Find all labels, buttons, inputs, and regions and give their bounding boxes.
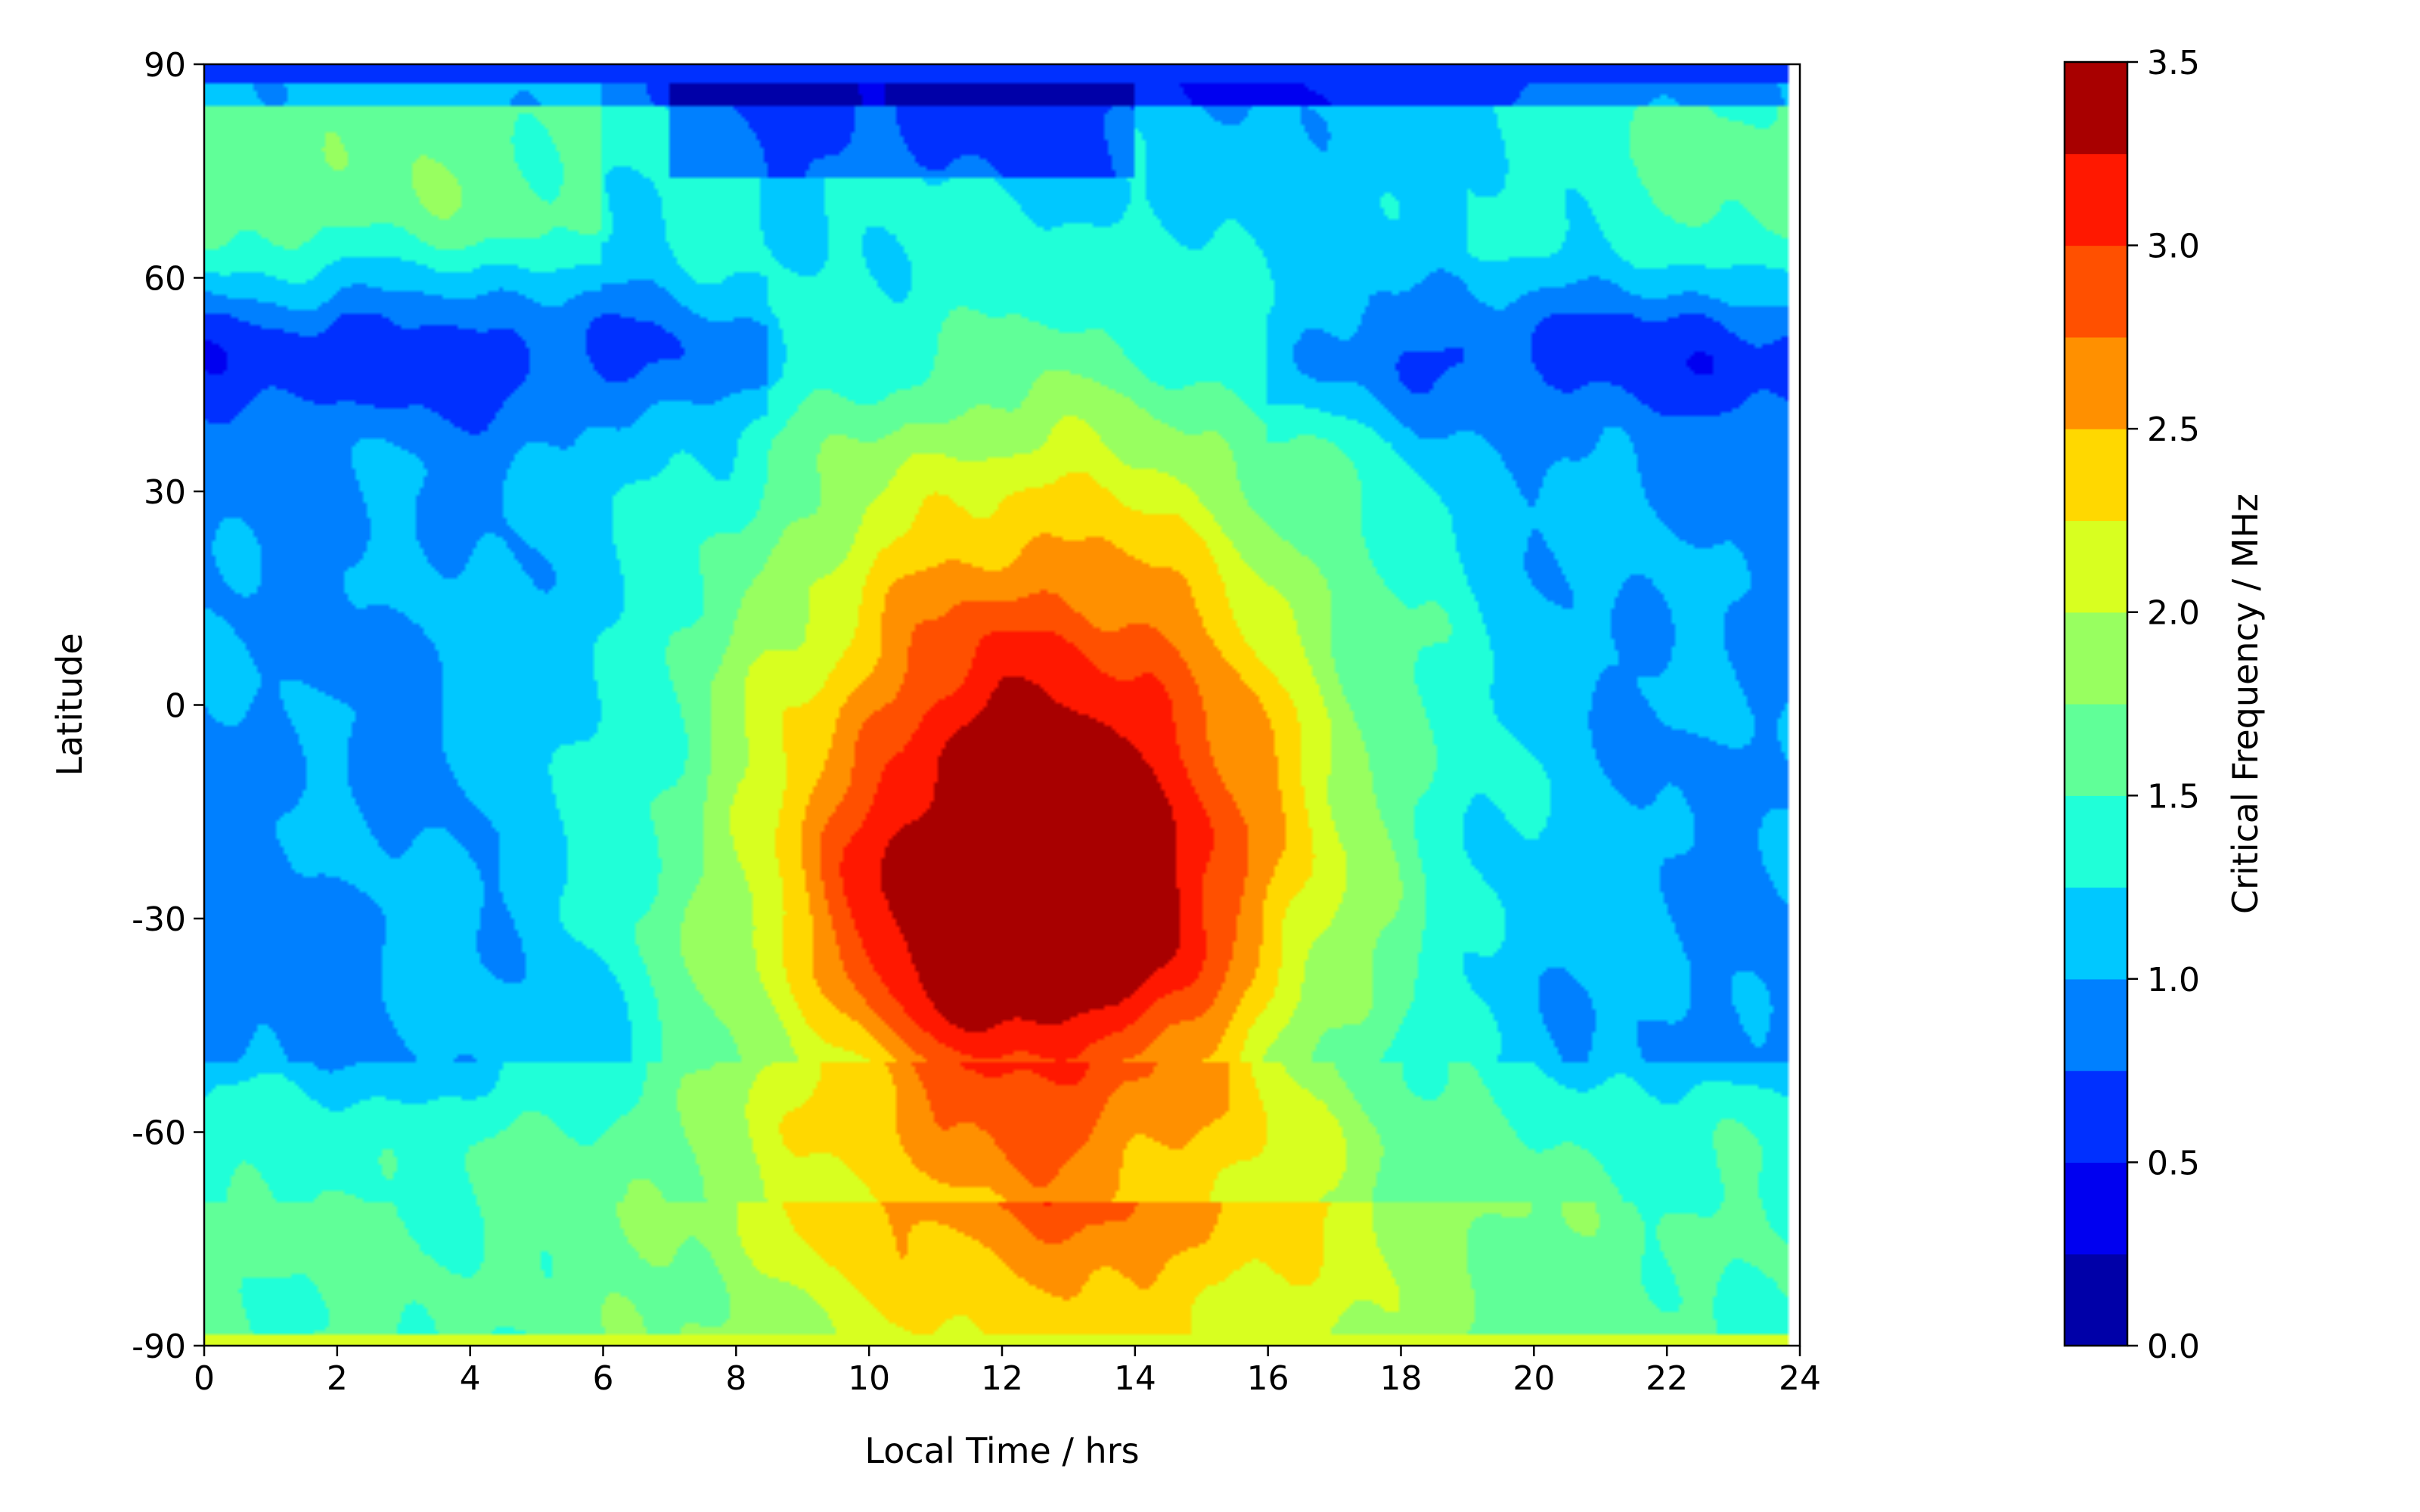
x-tick-label: 4	[460, 1359, 481, 1398]
y-axis-label: Latitude	[49, 633, 90, 776]
colorbar-band	[2065, 429, 2127, 522]
colorbar-band	[2065, 153, 2127, 246]
colorbar-band	[2065, 1162, 2127, 1255]
x-tick-label: 18	[1380, 1359, 1423, 1398]
colorbar-band	[2065, 795, 2127, 888]
colorbar-tick-label: 3.0	[2147, 228, 2200, 266]
x-axis-label: Local Time / hrs	[864, 1430, 1139, 1471]
x-axis: 0 2 4 6 8 10 12 14 16 18 20 22 24	[194, 1346, 1821, 1398]
colorbar-band	[2065, 887, 2127, 980]
x-tick-label: 24	[1779, 1359, 1821, 1398]
x-tick-label: 14	[1114, 1359, 1156, 1398]
colorbar-tick-label: 2.5	[2147, 411, 2200, 449]
colorbar-band	[2065, 336, 2127, 429]
colorbar-band	[2065, 1253, 2127, 1346]
x-tick-label: 10	[848, 1359, 890, 1398]
x-tick-label: 6	[593, 1359, 614, 1398]
y-tick-label: 30	[144, 473, 186, 512]
y-tick-label: -90	[132, 1328, 186, 1366]
colorbar-band	[2065, 1070, 2127, 1163]
x-tick-label: 0	[194, 1359, 215, 1398]
y-tick-label: -30	[132, 900, 186, 939]
colorbar-axis: 0.0 0.5 1.0 1.5 2.0 2.5 3.0 3.5	[2127, 44, 2200, 1366]
colorbar-label: Critical Frequency / MHz	[2225, 494, 2266, 914]
x-tick-label: 8	[725, 1359, 746, 1398]
y-tick-label: 90	[144, 46, 186, 85]
colorbar-band	[2065, 245, 2127, 338]
colorbar-band	[2065, 704, 2127, 796]
colorbar-tick-label: 1.0	[2147, 961, 2200, 999]
colorbar-tick-label: 1.5	[2147, 777, 2200, 816]
colorbar-tick-label: 0.5	[2147, 1144, 2200, 1182]
y-tick-label: -60	[132, 1114, 186, 1153]
colorbar-frame	[2063, 60, 2129, 1347]
y-tick-label: 60	[144, 260, 186, 299]
colorbar: 0.0 0.5 1.0 1.5 2.0 2.5 3.0 3.5 Critical Freque…	[2063, 44, 2266, 1366]
x-tick-label: 12	[981, 1359, 1023, 1398]
y-axis: -90 -60 -30 0 30 60 90	[132, 46, 204, 1366]
colorbar-band	[2065, 612, 2127, 705]
x-tick-label: 2	[327, 1359, 348, 1398]
x-tick-label: 22	[1646, 1359, 1688, 1398]
colorbar-bands	[2065, 62, 2127, 1346]
colorbar-band	[2065, 520, 2127, 613]
x-tick-label: 16	[1247, 1359, 1289, 1398]
colorbar-band	[2065, 978, 2127, 1071]
y-tick-label: 0	[165, 687, 186, 726]
colorbar-band	[2065, 62, 2127, 154]
colorbar-tick-label: 2.0	[2147, 594, 2200, 633]
critical-frequency-contour-field	[204, 64, 1800, 1346]
colorbar-tick-label: 3.5	[2147, 44, 2200, 82]
colorbar-tick-label: 0.0	[2147, 1328, 2200, 1366]
x-tick-label: 20	[1512, 1359, 1555, 1398]
